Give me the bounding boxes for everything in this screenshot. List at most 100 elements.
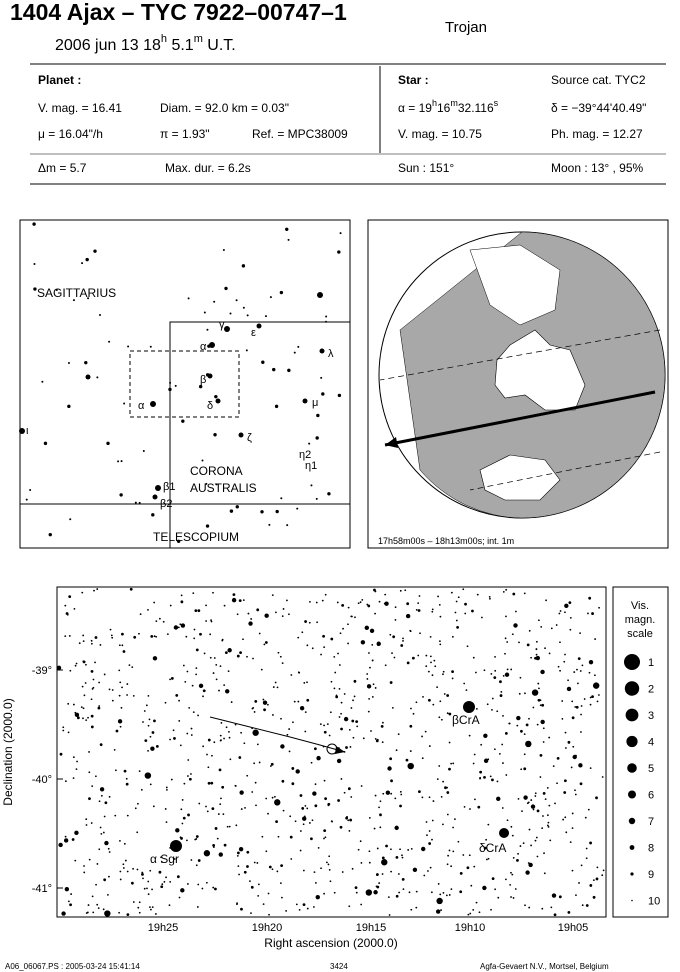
- field-star: [447, 854, 450, 857]
- title: 1404 Ajax – TYC 7922–00747–1: [10, 0, 347, 25]
- star-label: η2: [299, 449, 311, 461]
- field-star: [88, 858, 91, 861]
- field-star: [352, 699, 354, 702]
- field-star: [178, 896, 181, 899]
- star: [499, 828, 509, 838]
- field-star: [144, 739, 148, 743]
- field-star: [341, 871, 344, 873]
- star-label: ι: [26, 425, 29, 437]
- field-star: [192, 711, 195, 714]
- field-star: [528, 906, 531, 909]
- field-star: [199, 632, 202, 636]
- field-star: [496, 796, 501, 802]
- field-star: [360, 640, 366, 645]
- field-star: [459, 871, 463, 875]
- field-star: [410, 707, 412, 710]
- field-star: [333, 891, 336, 894]
- field-star: [497, 896, 500, 899]
- field-star: [223, 737, 225, 740]
- field-star: [64, 886, 70, 892]
- field-star: [381, 721, 384, 724]
- field-star: [362, 737, 365, 740]
- limit: [469, 451, 661, 491]
- field-star: [446, 694, 450, 697]
- field-star: [323, 829, 327, 833]
- field-star: [569, 841, 572, 844]
- field-star: [343, 791, 346, 794]
- field-star: [69, 518, 72, 521]
- field-star: [267, 892, 270, 895]
- constellation: AUSTRALIS: [190, 481, 257, 495]
- field-star: [138, 901, 141, 904]
- field-star: [412, 712, 415, 715]
- field-star: [238, 756, 242, 759]
- field-star: [155, 744, 159, 748]
- field-star: [421, 735, 423, 738]
- field-star: [405, 758, 409, 762]
- field-star: [425, 821, 428, 823]
- field-star: [68, 635, 71, 637]
- field-star: [544, 647, 546, 650]
- field-star: [502, 591, 505, 593]
- field-star: [472, 909, 475, 911]
- field-star: [205, 524, 210, 528]
- field-star: [96, 903, 99, 906]
- field-star: [68, 595, 72, 599]
- field-star: [493, 748, 496, 751]
- field-star: [440, 718, 443, 721]
- field-star: [251, 791, 254, 793]
- field-star: [580, 864, 583, 867]
- field-star: [572, 754, 577, 760]
- field-star: [56, 665, 62, 671]
- field-star: [499, 680, 502, 684]
- star-label: δCrA: [479, 841, 506, 855]
- field-star: [535, 836, 538, 839]
- field-star: [260, 510, 264, 514]
- field-star: [439, 893, 442, 896]
- field-star: [380, 724, 384, 728]
- field-star: [187, 775, 189, 777]
- field-star: [240, 808, 243, 810]
- field-star: [150, 634, 154, 638]
- field-star: [187, 297, 190, 300]
- field-star: [100, 794, 103, 797]
- field-star: [464, 612, 467, 615]
- field-star: [242, 638, 244, 641]
- field-star: [384, 601, 389, 606]
- field-star: [103, 815, 106, 818]
- field-star: [565, 831, 568, 834]
- field-star: [475, 707, 478, 710]
- field-star: [321, 599, 324, 602]
- field-star: [409, 750, 412, 752]
- field-star: [120, 706, 123, 709]
- field-star: [270, 762, 274, 766]
- field-star: [67, 404, 71, 409]
- field-star: [483, 669, 486, 672]
- x-axis-label: Right ascension (2000.0): [264, 936, 397, 950]
- field-star: [82, 634, 85, 637]
- label: Planet :: [38, 73, 81, 87]
- field-star: [161, 883, 164, 886]
- field-star: [328, 855, 331, 858]
- field-star: [91, 895, 94, 898]
- field-star: [557, 665, 560, 668]
- field-star: [387, 896, 390, 898]
- field-star: [595, 796, 598, 800]
- field-star: [97, 706, 101, 710]
- field-star: [564, 731, 567, 734]
- field-star: [471, 703, 474, 707]
- star-label: η1: [305, 460, 317, 472]
- field-star: [475, 901, 478, 904]
- field-star: [427, 698, 431, 702]
- field-star: [337, 652, 339, 655]
- field-star: [564, 603, 569, 608]
- field-star: [539, 776, 542, 778]
- field-star: [152, 656, 158, 661]
- field-star: [251, 727, 254, 730]
- field-star: [505, 588, 508, 591]
- date: 2006 jun 13 18h 5.1m U.T.: [55, 33, 236, 54]
- field-star: [236, 613, 239, 616]
- field-star: [175, 693, 179, 697]
- field-star: [238, 873, 240, 876]
- field-star: [117, 719, 123, 724]
